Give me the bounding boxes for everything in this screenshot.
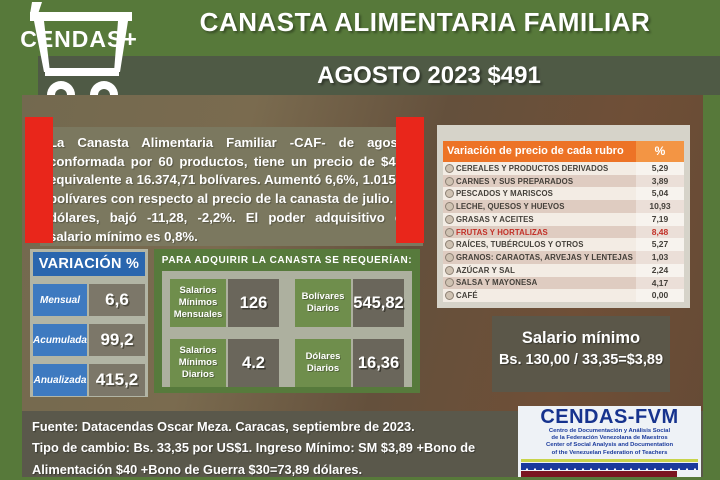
- table-row: PESCADOS Y MARISCOS 5,04: [443, 187, 684, 201]
- logo-blue-dotted-bar: [521, 462, 698, 470]
- fruit-basket-icon: [443, 227, 456, 237]
- rubros-header-percent: %: [636, 141, 684, 162]
- acquisition-grid: Salarios Mínimos Mensuales 126 Bolívares…: [162, 271, 412, 387]
- variation-value: 99,2: [89, 324, 145, 356]
- acquisition-panel: PARA ADQUIRIR LA CANASTA SE REQUERÍAN: S…: [154, 249, 420, 393]
- fish-icon: [443, 189, 456, 199]
- table-row: CARNES Y SUS PREPARADOS 3,89: [443, 174, 684, 188]
- variation-value: 6,6: [89, 284, 145, 316]
- summary-box: La Canasta Alimentaria Familiar -CAF- de…: [40, 127, 423, 246]
- red-highlight-bar-right: [396, 117, 424, 243]
- table-row: SALSA Y MAYONESA 4,17: [443, 276, 684, 290]
- cendas-fvm-logo: CENDAS-FVM Centro de Documentación y Aná…: [518, 406, 701, 477]
- cell-daily-min-wages: Salarios Mínimos Diarios 4.2: [170, 339, 279, 387]
- table-row: CAFÉ 0,00: [443, 289, 684, 303]
- footer-income-line: Alimentación $40 +Bono de Guerra $30=73,…: [32, 461, 363, 477]
- cell-value: 545,82: [353, 279, 404, 327]
- cendas-logo-text: CENDAS+: [20, 26, 138, 52]
- acquisition-title: PARA ADQUIRIR LA CANASTA SE REQUERÍAN:: [161, 255, 413, 266]
- month-strip: AGOSTO 2023 $491: [38, 56, 720, 95]
- coffee-cup-icon: [443, 291, 456, 301]
- cendas-fvm-name: CENDAS-FVM: [540, 406, 679, 428]
- bread-icon: [443, 163, 456, 173]
- footer-source-line: Fuente: Datacendas Oscar Meza. Caracas, …: [32, 419, 415, 434]
- cell-value: 126: [228, 279, 279, 327]
- table-row: LECHE, QUESOS Y HUEVOS 10,93: [443, 200, 684, 213]
- variation-panel: VARIACIÓN % Mensual 6,6 Acumulada 99,2 A…: [30, 249, 148, 397]
- minimum-wage-value: Bs. 130,00 / 33,35=$3,89: [498, 352, 664, 368]
- meat-icon: [443, 176, 456, 186]
- rubros-table-panel: Variación de precio de cada rubro % CERE…: [437, 125, 690, 308]
- variation-row-accumulated: Acumulada 99,2: [33, 324, 145, 356]
- summary-text: La Canasta Alimentaria Familiar -CAF- de…: [49, 135, 414, 244]
- sugar-icon: [443, 265, 456, 275]
- milk-bottle-icon: [443, 202, 456, 212]
- cell-label: Dólares Diarios: [295, 339, 351, 387]
- month-subtitle: AGOSTO 2023 $491: [317, 62, 541, 89]
- cell-label: Salarios Mínimos Diarios: [170, 339, 226, 387]
- cell-daily-bolivars: Bolívares Diarios 545,82: [295, 279, 404, 327]
- minimum-wage-box: Salario mínimo Bs. 130,00 / 33,35=$3,89: [492, 316, 670, 392]
- cell-value: 16,36: [353, 339, 404, 387]
- rubros-rows: CEREALES Y PRODUCTOS DERIVADOS 5,29 CARN…: [443, 162, 684, 303]
- roots-icon: [443, 240, 456, 250]
- table-row: CEREALES Y PRODUCTOS DERIVADOS 5,29: [443, 162, 684, 175]
- cell-monthly-min-wages: Salarios Mínimos Mensuales 126: [170, 279, 279, 327]
- variation-row-monthly: Mensual 6,6: [33, 284, 145, 316]
- table-row-highlighted: FRUTAS Y HORTALIZAS 8,48: [443, 225, 684, 239]
- sauce-bottle-icon: [443, 278, 456, 288]
- beans-icon: [443, 253, 456, 262]
- rubros-table-header: Variación de precio de cada rubro %: [443, 141, 684, 162]
- variation-label: Acumulada: [33, 324, 87, 356]
- variation-label: Mensual: [33, 284, 87, 316]
- red-highlight-bar-left: [25, 117, 53, 243]
- footer-exchange-line: Tipo de cambio: Bs. 33,35 por US$1. Ingr…: [32, 440, 476, 456]
- oil-drop-icon: [443, 214, 456, 224]
- table-row: RAÍCES, TUBÉRCULOS Y OTROS 5,27: [443, 238, 684, 252]
- table-row: AZÚCAR Y SAL 2,24: [443, 263, 684, 277]
- variation-row-annualized: Anualizada 415,2: [33, 364, 145, 396]
- variation-label: Anualizada: [33, 364, 87, 396]
- cell-label: Salarios Mínimos Mensuales: [170, 279, 226, 327]
- variation-value: 415,2: [89, 364, 145, 396]
- variation-title: VARIACIÓN %: [33, 252, 145, 276]
- table-row: GRANOS: CARAOTAS, ARVEJAS Y LENTEJAS 1,0…: [443, 251, 684, 264]
- rubros-header-label: Variación de precio de cada rubro: [443, 141, 636, 162]
- logo-green-bar: [521, 458, 698, 462]
- table-row: GRASAS Y ACEITES 7,19: [443, 212, 684, 226]
- page-title: CANASTA ALIMENTARIA FAMILIAR: [199, 7, 651, 37]
- logo-red-bar: [521, 470, 677, 477]
- cell-daily-dollars: Dólares Diarios 16,36: [295, 339, 404, 387]
- footer-text: Fuente: Datacendas Oscar Meza. Caracas, …: [32, 416, 532, 480]
- minimum-wage-title: Salario mínimo: [521, 329, 641, 347]
- cell-label: Bolívares Diarios: [295, 279, 351, 327]
- cell-value: 4.2: [228, 339, 279, 387]
